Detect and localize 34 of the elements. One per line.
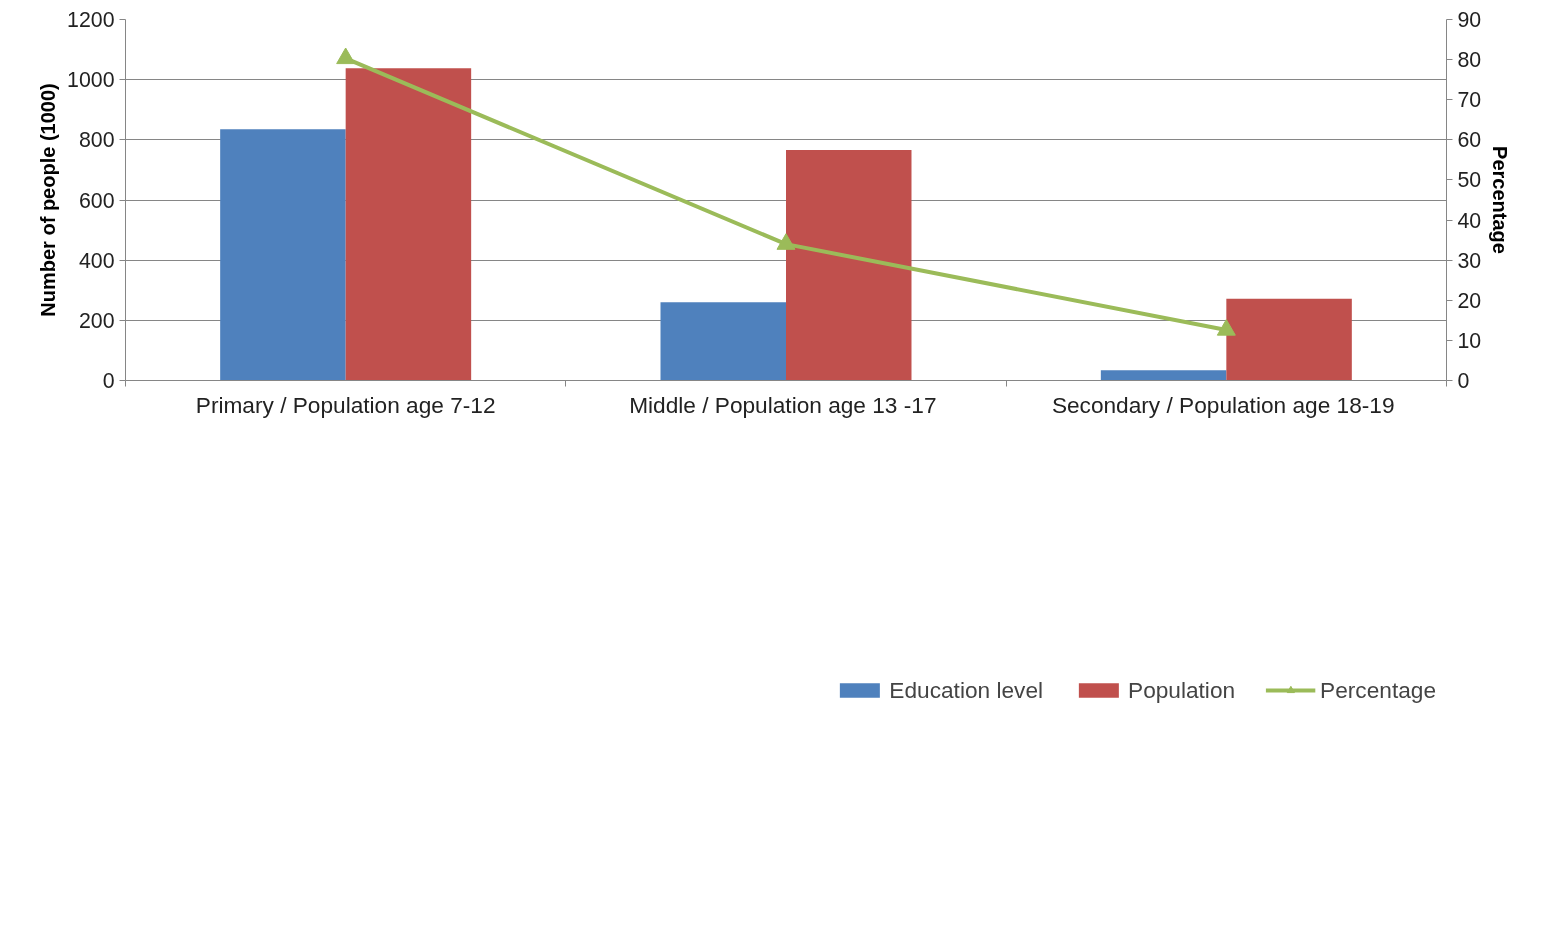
x-tick-label: Middle / Population age 13 -17 xyxy=(629,391,937,418)
y-axis-title: Number of people (1000) xyxy=(37,83,60,317)
bar xyxy=(660,302,786,381)
point xyxy=(776,233,796,250)
y2-tick-label: 60 xyxy=(1457,128,1482,153)
point xyxy=(336,47,356,65)
y-tick-label: 800 xyxy=(78,128,115,153)
y-tick-label: 200 xyxy=(78,308,115,333)
y-tick-label: 600 xyxy=(78,188,115,213)
bar xyxy=(1100,370,1227,381)
y-tick-label: 0 xyxy=(102,369,115,393)
y2-tick-label: 70 xyxy=(1457,88,1482,113)
y2-tick-label: 20 xyxy=(1457,288,1482,313)
y2-tick-label: 90 xyxy=(1457,8,1482,32)
legend-label: Population xyxy=(1128,676,1236,704)
y-tick-label: 1000 xyxy=(67,68,115,93)
point xyxy=(1216,319,1236,336)
y2-axis-title: Percentage xyxy=(1489,146,1512,254)
y2-tick-label: 10 xyxy=(1457,328,1482,353)
legend-label: Education level xyxy=(889,676,1044,704)
x-tick-label: Primary / Population age 7-12 xyxy=(195,391,496,418)
legend-label: Percentage xyxy=(1320,676,1436,704)
bar xyxy=(220,129,346,381)
y2-tick-label: 0 xyxy=(1457,369,1470,393)
y-tick-label: 1200 xyxy=(67,8,115,32)
y2-tick-label: 80 xyxy=(1457,48,1482,73)
y2-tick-label: 40 xyxy=(1457,208,1482,233)
bar xyxy=(1226,298,1352,381)
y-tick-label: 400 xyxy=(78,248,115,273)
y2-tick-label: 30 xyxy=(1457,248,1482,273)
y2-tick-label: 50 xyxy=(1457,168,1482,193)
bar xyxy=(345,68,472,381)
bar xyxy=(786,150,912,381)
x-tick-label: Secondary / Population age 18-19 xyxy=(1051,391,1395,418)
